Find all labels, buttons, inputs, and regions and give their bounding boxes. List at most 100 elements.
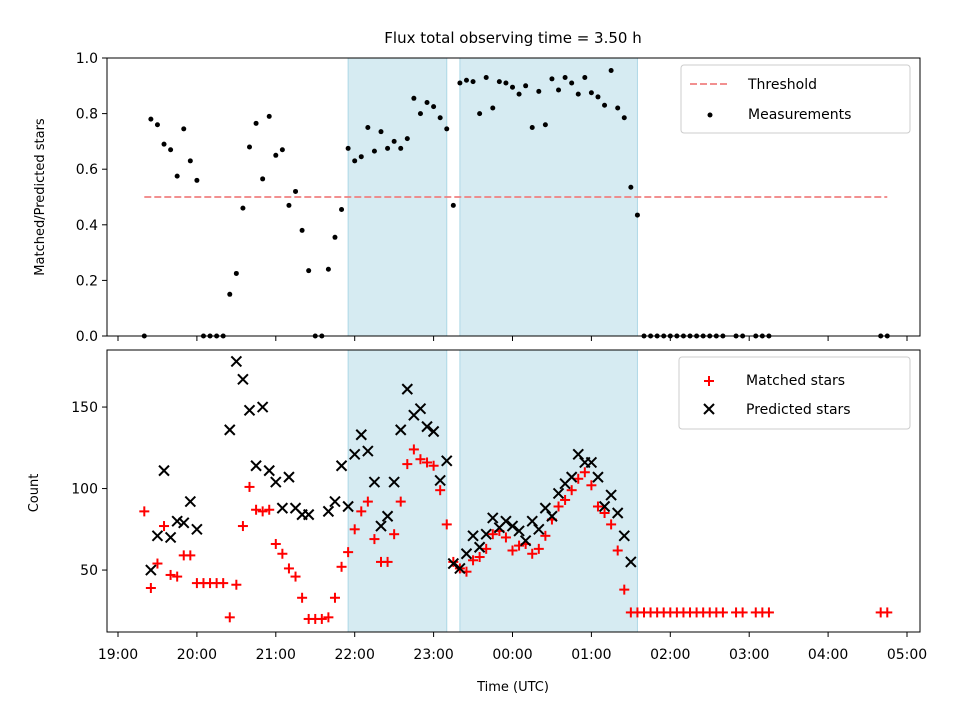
matched-point xyxy=(606,519,617,530)
predicted-point-b xyxy=(513,525,525,537)
measurement-point xyxy=(240,205,246,211)
matched-point xyxy=(185,550,196,561)
matched-point xyxy=(165,569,176,580)
predicted-point-b xyxy=(158,464,170,477)
predicted-point xyxy=(434,474,446,487)
predicted-point xyxy=(467,530,479,542)
predicted-point xyxy=(473,541,486,553)
measurement-point xyxy=(569,80,575,86)
matched-point xyxy=(487,529,498,540)
matched-point xyxy=(402,459,413,470)
predicted-point xyxy=(145,564,157,576)
predicted-point-b xyxy=(388,476,400,488)
matched-point xyxy=(237,521,248,532)
predicted-point-b xyxy=(506,520,519,532)
predicted-point xyxy=(480,528,492,540)
matched-point xyxy=(422,457,433,468)
matched-point xyxy=(139,506,150,517)
predicted-point xyxy=(178,517,190,529)
bottom-legend: Matched stars Predicted stars xyxy=(678,356,911,430)
predicted-point-b xyxy=(348,448,361,461)
measurement-point xyxy=(233,270,239,276)
predicted-point-b xyxy=(270,476,282,488)
measurement-point xyxy=(490,105,496,111)
legend-predicted-label: Predicted stars xyxy=(746,402,851,418)
measurement-point xyxy=(503,80,509,86)
measurement-point xyxy=(365,125,371,130)
measurement-point xyxy=(450,202,456,208)
bottom-x-axis: 19:00 20:00 21:00 22:00 23:00 00:00 01:00 02:00… xyxy=(98,632,927,663)
matched-point xyxy=(514,540,525,551)
top-y-axis: 0.0 0.2 0.4 0.6 0.8 1.0 xyxy=(76,51,107,345)
predicted-point xyxy=(256,401,269,413)
legend-measurements-label: Measurements xyxy=(748,107,851,123)
measurement-point xyxy=(404,136,410,142)
legend-matched-label: Matched stars xyxy=(746,373,845,389)
measurement-point xyxy=(266,113,272,119)
bottom-x-tick-label: 04:00 xyxy=(808,647,848,663)
predicted-point xyxy=(191,523,203,536)
predicted-point-b xyxy=(533,523,545,536)
matched-point xyxy=(297,592,308,603)
matched-point xyxy=(415,454,426,465)
measurement-point xyxy=(299,227,305,233)
measurement-point xyxy=(345,145,351,151)
measurement-point xyxy=(286,202,292,208)
matched-point xyxy=(244,481,255,492)
matched-point xyxy=(159,521,170,532)
predicted-point-b xyxy=(434,474,446,487)
measurement-point xyxy=(615,105,621,111)
predicted-point-b xyxy=(250,460,262,472)
measurement-point xyxy=(424,99,430,105)
legend-measurements-swatch xyxy=(707,112,713,118)
predicted-point-b xyxy=(598,500,611,513)
bottom-x-tick-label: 21:00 xyxy=(256,647,296,663)
predicted-point-b xyxy=(552,487,565,500)
measurement-point xyxy=(154,122,160,128)
top-y-tick-label: 0.2 xyxy=(76,273,98,289)
measurement-point xyxy=(510,84,515,90)
predicted-point xyxy=(519,535,532,547)
predicted-point xyxy=(447,557,460,570)
measurement-point xyxy=(247,144,252,150)
predicted-point-b xyxy=(151,530,164,542)
matched-point xyxy=(172,571,183,582)
predicted-point-b xyxy=(605,489,617,501)
predicted-point-b xyxy=(237,373,249,386)
measurement-point xyxy=(483,74,489,80)
bottom-y-tick-label: 100 xyxy=(71,482,98,498)
predicted-point xyxy=(250,460,262,472)
predicted-point-b xyxy=(585,456,598,469)
predicted-point xyxy=(335,460,348,472)
measurement-point xyxy=(398,145,404,151)
predicted-point xyxy=(460,548,473,560)
top-y-tick-label: 0.0 xyxy=(76,329,98,345)
predicted-point xyxy=(164,531,177,544)
predicted-point-b xyxy=(467,530,479,542)
predicted-point xyxy=(552,487,565,500)
top-x-ticks xyxy=(117,336,908,341)
predicted-point-b xyxy=(164,531,177,544)
predicted-point-b xyxy=(302,508,315,521)
matched-point xyxy=(468,555,479,566)
matched-point xyxy=(560,494,571,505)
measurement-point xyxy=(523,83,529,89)
predicted-point-b xyxy=(565,471,578,483)
measurement-point xyxy=(358,154,364,160)
measurement-point xyxy=(371,148,377,154)
matched-point xyxy=(533,543,544,554)
measurement-point xyxy=(332,234,338,240)
matched-point xyxy=(264,504,275,515)
matched-point xyxy=(389,529,400,540)
measurement-point xyxy=(608,68,614,74)
predicted-point xyxy=(322,505,335,518)
matched-stars-series xyxy=(139,444,893,624)
predicted-point xyxy=(605,489,617,501)
predicted-point xyxy=(506,520,519,532)
predicted-point-b xyxy=(178,517,190,529)
matched-point xyxy=(356,506,367,517)
matched-point xyxy=(290,571,301,582)
predicted-point-b xyxy=(487,512,499,524)
matched-point xyxy=(882,607,893,618)
measurement-point xyxy=(227,291,233,297)
